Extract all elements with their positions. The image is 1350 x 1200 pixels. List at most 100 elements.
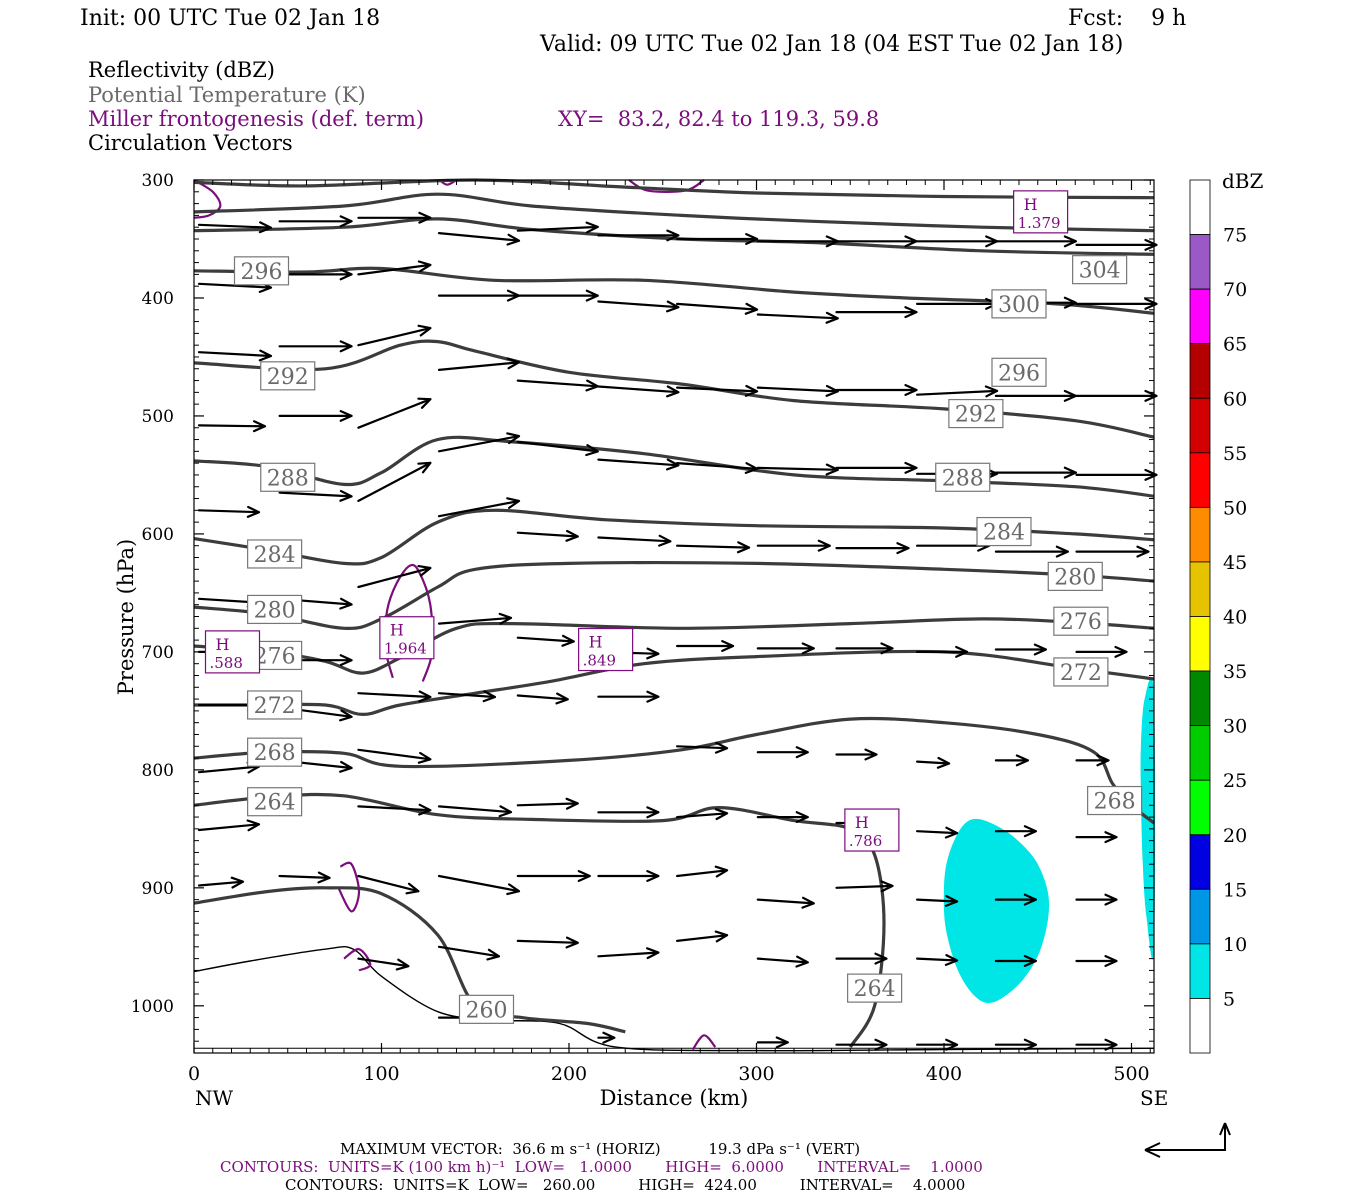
- circulation-vector: [756, 811, 809, 823]
- circulation-vector: [835, 306, 918, 319]
- circulation-vector: [197, 819, 261, 832]
- theta-label-text: 272: [1060, 661, 1102, 686]
- circulation-vector: [357, 565, 432, 589]
- colorbar-tick-label: 65: [1223, 334, 1247, 356]
- theta-label: 260: [458, 994, 515, 1024]
- circulation-vector: [835, 384, 918, 396]
- theta-label: 300: [991, 289, 1047, 319]
- circulation-vector: [357, 748, 432, 764]
- circulation-vector: [835, 1038, 888, 1051]
- circulation-vector: [278, 410, 353, 422]
- circulation-vector: [676, 640, 735, 652]
- x-tick-label: 300: [738, 1063, 774, 1085]
- theta-label: 292: [260, 361, 316, 391]
- y-tick-label: 800: [142, 761, 174, 781]
- circulation-vector: [835, 952, 888, 965]
- theta-label: 284: [976, 516, 1032, 547]
- circulation-vector: [597, 229, 680, 242]
- max-label-value: 1.964: [384, 640, 427, 658]
- theta-contour-304: [193, 217, 1155, 256]
- max-label-letter: H: [390, 621, 404, 640]
- colorbar-tick-label: 40: [1223, 607, 1247, 629]
- frontogenesis-max-label: H.588: [204, 630, 261, 674]
- circulation-vector: [278, 340, 353, 353]
- theta-label: 284: [247, 539, 303, 569]
- colorbar-tick-label: 20: [1223, 825, 1247, 847]
- colorbar-swatch: [1189, 234, 1211, 290]
- colorbar-tick-label: 10: [1223, 934, 1247, 956]
- theta-label: 280: [1047, 561, 1103, 591]
- circulation-vector: [756, 955, 809, 968]
- circulation-vector: [597, 1031, 616, 1044]
- circulation-vector: [756, 311, 839, 324]
- colorbar-swatch: [1189, 779, 1211, 836]
- circulation-vector: [835, 748, 878, 761]
- theta-label-text: 288: [942, 466, 984, 491]
- circulation-vector: [597, 806, 660, 819]
- theta-label-text: 280: [1054, 565, 1096, 590]
- theta-label-text: 260: [466, 998, 508, 1023]
- circulation-vector: [835, 542, 910, 555]
- circulation-vector: [357, 874, 420, 895]
- circulation-vector: [1075, 468, 1158, 481]
- circulation-vector: [756, 235, 839, 248]
- circulation-vector: [756, 746, 809, 759]
- theta-label-text: 292: [955, 403, 997, 428]
- circulation-vector: [994, 235, 1077, 248]
- field-theta: Potential Temperature (K): [88, 83, 366, 107]
- circulation-vector: [756, 539, 831, 552]
- circulation-vector: [437, 805, 513, 818]
- field-vectors: Circulation Vectors: [88, 131, 293, 155]
- field-reflectivity: Reflectivity (dBZ): [88, 58, 275, 82]
- circulation-vector: [994, 754, 1029, 767]
- circulation-vector: [994, 955, 1037, 967]
- theta-layer: [193, 178, 1156, 1048]
- colorbar-tick-label: 50: [1223, 497, 1247, 519]
- theta-contour-300: [193, 192, 1155, 233]
- colorbar-unit: dBZ: [1222, 169, 1264, 193]
- colorbar-tick-label: 55: [1223, 443, 1247, 465]
- colorbar-tick-label: 15: [1223, 879, 1247, 901]
- frontogenesis-max-label: H1.964: [379, 616, 435, 660]
- axes-layer: 0 100 200 300 400 500 300 400 500 600 700 800 900 100…: [131, 171, 1154, 1085]
- circulation-vector: [357, 260, 432, 276]
- theta-label: 288: [260, 462, 316, 492]
- circulation-vector: [676, 384, 759, 397]
- x-tick-label: 500: [1113, 1063, 1149, 1085]
- circulation-vector: [756, 642, 815, 655]
- valid-time: Valid: 09 UTC Tue 02 Jan 18 (04 EST Tue …: [539, 32, 1123, 57]
- circulation-vector: [1075, 754, 1110, 767]
- theta-label: 268: [247, 737, 303, 767]
- theta-label: 268: [1087, 785, 1143, 816]
- y-tick-label: 400: [142, 289, 174, 309]
- theta-label-layer: 2962922882842802762722682642603043002962…: [233, 255, 1143, 1024]
- circulation-vector: [516, 936, 579, 949]
- circulation-vector: [437, 357, 521, 371]
- circulation-vector: [597, 300, 680, 313]
- max-label-letter: H: [216, 635, 230, 654]
- circulation-vector: [1075, 389, 1158, 402]
- circulation-vector: [357, 211, 432, 224]
- circulation-vector: [1075, 297, 1158, 310]
- x-axis-title: Distance (km): [600, 1086, 749, 1110]
- colorbar-tick-label: 30: [1223, 716, 1247, 738]
- colorbar-swatch: [1189, 616, 1211, 672]
- circulation-vector: [756, 1036, 789, 1049]
- circulation-vector: [676, 930, 729, 943]
- circulation-vector: [357, 397, 432, 429]
- theta-label: 264: [847, 973, 903, 1003]
- circulation-vector: [516, 634, 575, 647]
- frontogenesis-contour: [193, 179, 222, 219]
- theta-label-text: 280: [254, 598, 296, 623]
- y-tick-label: 300: [142, 171, 174, 191]
- field-frontogenesis: Miller frontogenesis (def. term): [88, 107, 424, 131]
- circulation-vector: [676, 865, 729, 878]
- theta-label-text: 296: [998, 361, 1040, 386]
- circulation-vector: [437, 432, 521, 453]
- circulation-vector: [676, 302, 759, 315]
- colorbar-swatch: [1189, 452, 1211, 508]
- circulation-vector: [1075, 645, 1128, 658]
- circulation-vector: [1075, 955, 1118, 967]
